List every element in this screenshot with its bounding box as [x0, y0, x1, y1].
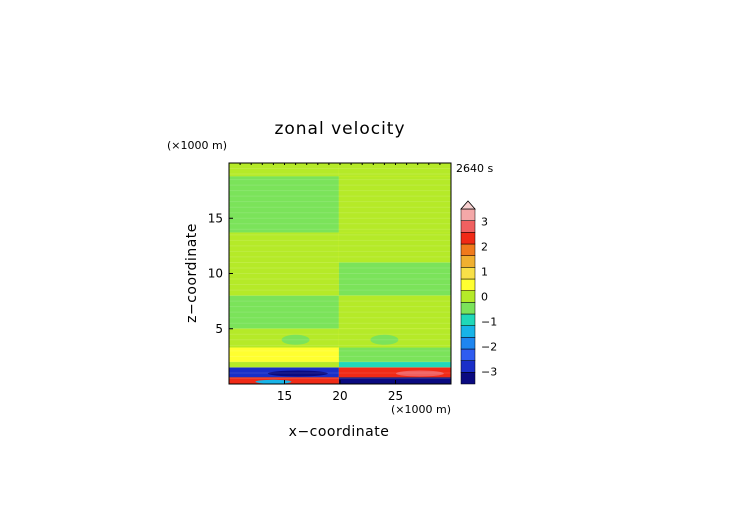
colorbar-segment — [460, 348, 476, 361]
field-band-left — [229, 262, 339, 296]
colorbar: −3 −2 −1 0 1 2 3 — [460, 200, 497, 385]
field-band-right — [338, 163, 451, 177]
colorbar-tick-label: −1 — [481, 316, 497, 329]
field-band-left — [229, 163, 339, 177]
x-tick-label: 25 — [388, 389, 403, 403]
field-band-right — [338, 204, 451, 233]
colorbar-segment — [460, 232, 476, 245]
lobe-west — [281, 334, 310, 345]
x-tick-label: 20 — [332, 389, 347, 403]
colorbar-segment — [460, 302, 476, 315]
lobe-center-right — [346, 339, 367, 348]
surface-layer-left — [255, 379, 292, 384]
lobe-east — [370, 334, 399, 345]
y-axis-ticks: 5 10 15 — [208, 211, 233, 336]
colorbar-segment — [460, 325, 476, 338]
x-axis-label: x−coordinate — [289, 424, 390, 440]
colorbar-tick-label: 1 — [481, 266, 488, 279]
colorbar-tick-label: −3 — [481, 366, 497, 379]
chart-title: zonal velocity — [274, 119, 405, 139]
colorbar-segment — [460, 255, 476, 268]
lobe-center-left — [313, 339, 334, 348]
y-tick-label: 5 — [215, 322, 223, 336]
colorbar-segment — [460, 313, 476, 326]
colorbar-segment — [460, 290, 476, 303]
field-band-right — [338, 232, 451, 263]
field-band-right — [338, 367, 451, 378]
field-band-right — [338, 377, 451, 384]
field-band-right — [338, 347, 451, 362]
x-tick-label: 15 — [277, 389, 292, 403]
colorbar-tick-label: −2 — [481, 341, 497, 354]
colorbar-segment — [460, 372, 476, 385]
west-jet-core — [267, 370, 328, 377]
field-band-left — [229, 347, 339, 362]
field-band-right — [338, 361, 451, 368]
y-tick-label: 10 — [208, 267, 223, 281]
x-axis-ticks: 15 20 25 — [228, 163, 452, 403]
colorbar-segment — [460, 220, 476, 233]
field-band-left — [229, 361, 339, 368]
colorbar-segment — [460, 267, 476, 280]
colorbar-segment — [460, 278, 476, 291]
colorbar-tick-label: 0 — [481, 291, 488, 304]
y-axis-label: z−coordinate — [184, 223, 200, 323]
field-band-right — [338, 262, 451, 296]
colorbar-segment — [460, 243, 476, 256]
x-axis-unit: (×1000 m) — [391, 403, 451, 416]
field-band-right — [338, 295, 451, 329]
colorbar-segment — [460, 360, 476, 373]
time-label: 2640 s — [456, 162, 493, 175]
colorbar-segment — [460, 337, 476, 350]
y-tick-label: 15 — [208, 211, 223, 225]
field-band-left — [229, 176, 339, 205]
field-band-right — [338, 176, 451, 205]
plot-area — [228, 162, 452, 385]
field-band-left — [229, 204, 339, 233]
colorbar-tick-label: 2 — [481, 241, 488, 254]
colorbar-segment — [460, 208, 476, 221]
colorbar-tick-label: 3 — [481, 216, 488, 229]
field-band-left — [229, 232, 339, 263]
colorbar-extend-arrow — [460, 200, 476, 210]
east-jet-core — [395, 370, 444, 377]
field-band-left — [229, 295, 339, 329]
y-axis-unit: (×1000 m) — [167, 139, 227, 152]
